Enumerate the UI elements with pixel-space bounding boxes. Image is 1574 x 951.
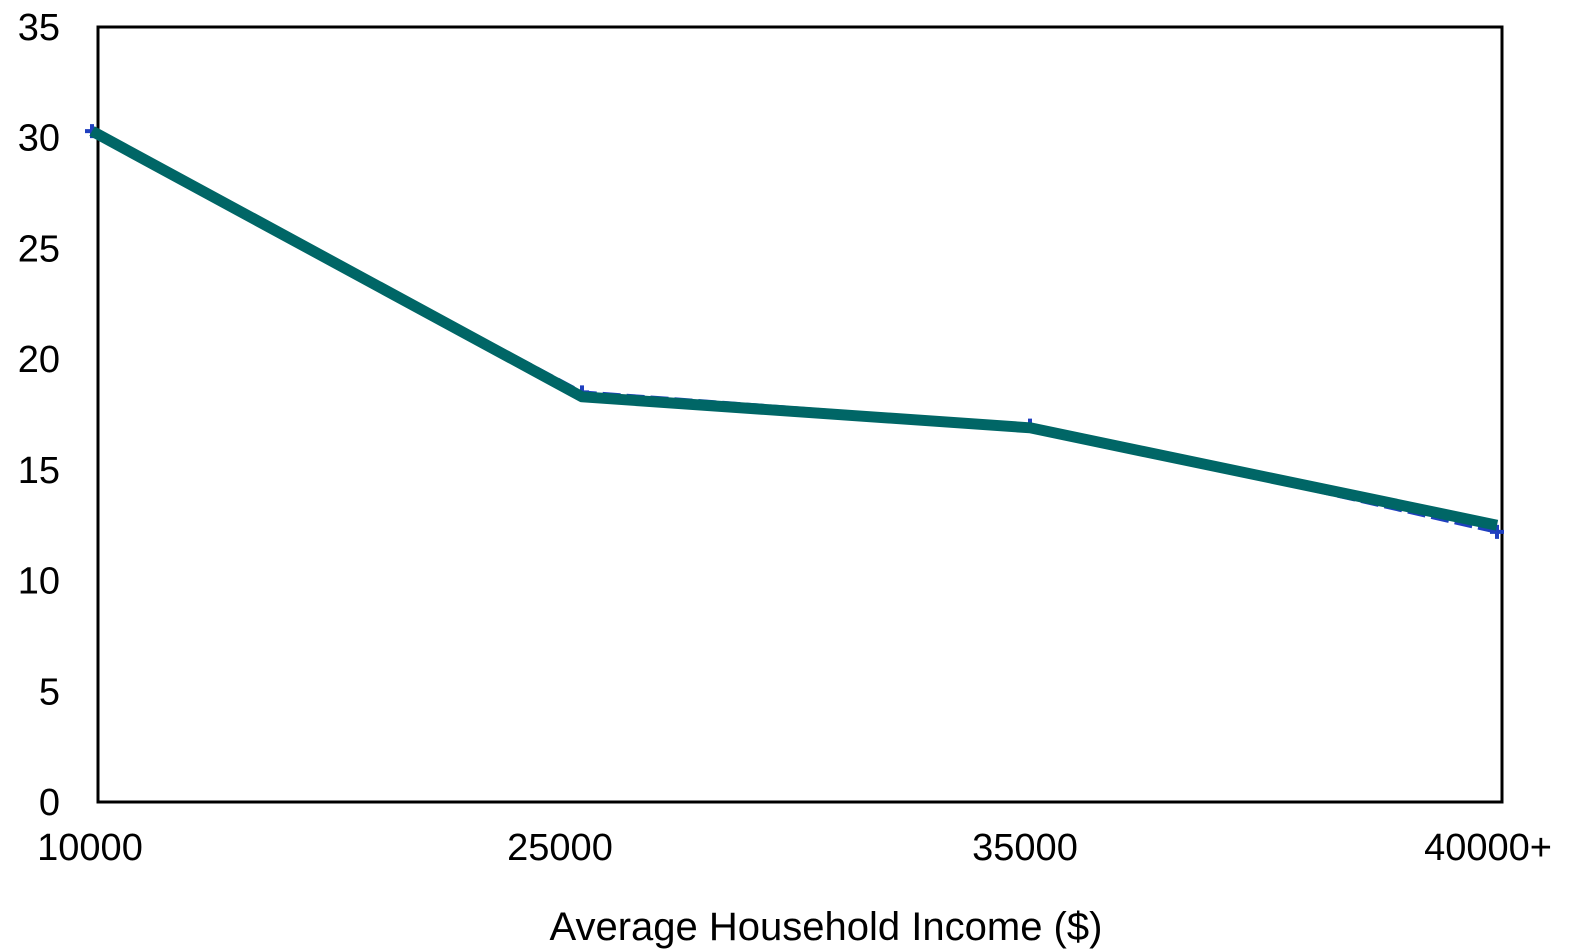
y-tick-label: 10: [18, 561, 60, 603]
x-axis-title: Average Household Income ($): [550, 905, 1103, 949]
y-tick-label: 5: [39, 671, 60, 713]
y-tick-label: 25: [18, 228, 60, 270]
x-tick-label: 25000: [507, 827, 613, 869]
y-tick-label: 20: [18, 339, 60, 381]
y-tick-label: 35: [18, 7, 60, 49]
y-tick-label: 0: [39, 782, 60, 824]
x-tick-label: 10000: [37, 827, 143, 869]
y-axis-ticks: 0 5 10 15 20 25 30 35: [18, 7, 60, 824]
y-tick-label: 30: [18, 118, 60, 160]
series-layer: [85, 124, 1504, 539]
series-line: [89, 126, 1499, 531]
series-point: [1490, 524, 1504, 539]
y-tick-label: 15: [18, 450, 60, 492]
x-tick-label: 40000+: [1424, 827, 1552, 869]
x-tick-label: 35000: [972, 827, 1078, 869]
x-axis-ticks: 10000 25000 35000 40000+: [37, 827, 1552, 869]
